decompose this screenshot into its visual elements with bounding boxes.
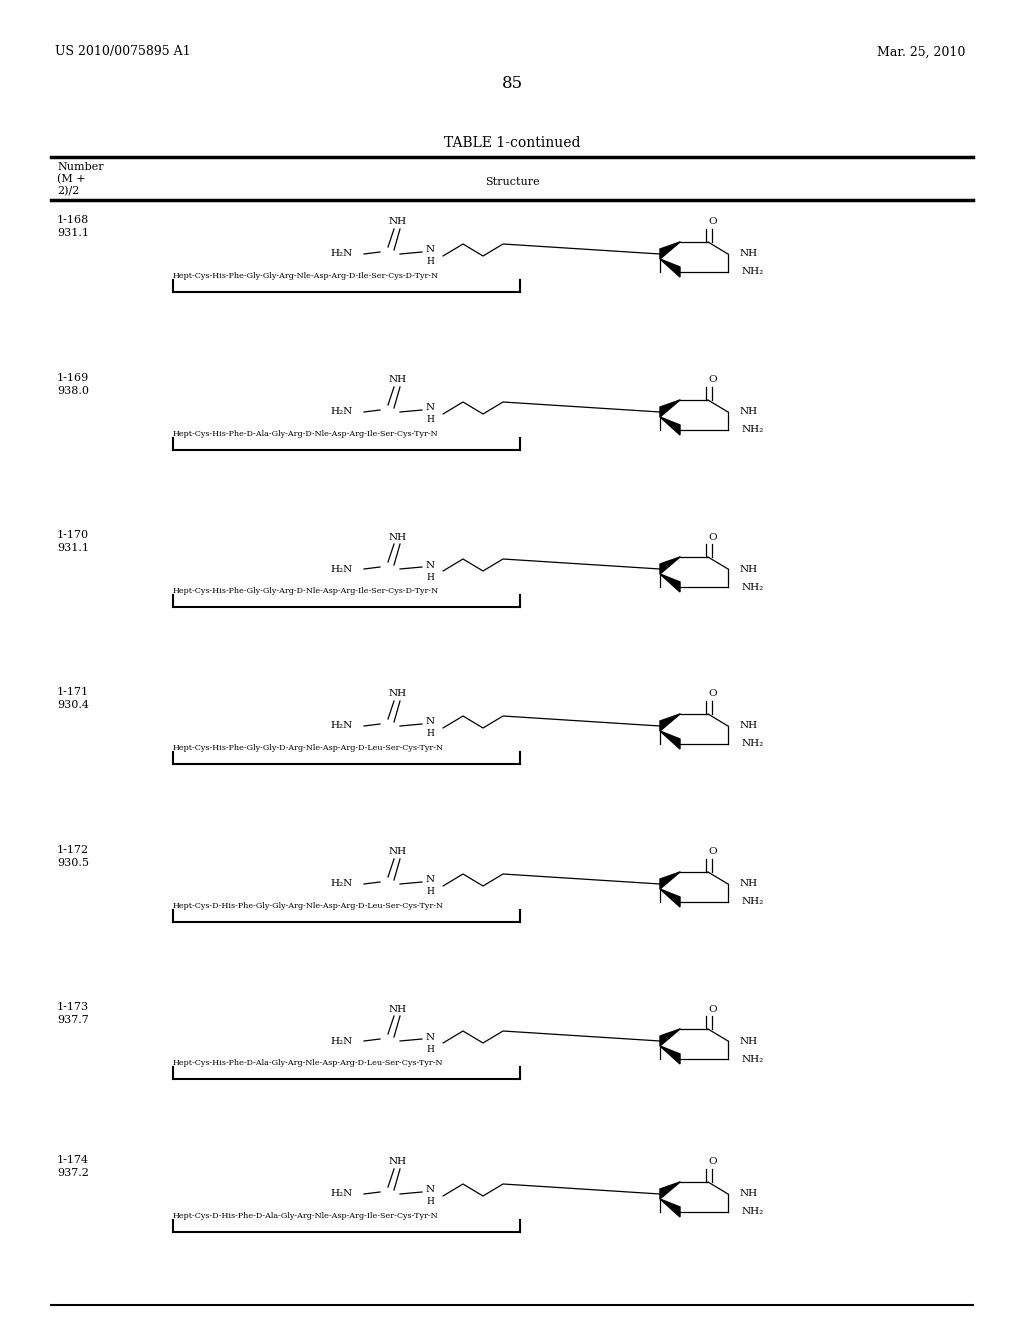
Text: NH: NH (740, 1036, 758, 1045)
Text: O: O (709, 847, 718, 857)
Text: 937.2: 937.2 (57, 1168, 89, 1177)
Text: NH₂: NH₂ (742, 1208, 764, 1217)
Text: NH: NH (740, 249, 758, 259)
Text: H: H (426, 416, 434, 425)
Text: 1-169: 1-169 (57, 374, 89, 383)
Text: H₂N: H₂N (331, 1036, 353, 1045)
Polygon shape (660, 1045, 680, 1064)
Text: Hept-Cys-His-Phe-Gly-Gly-D-Arg-Nle-Asp-Arg-D-Leu-Ser-Cys-Tyr-N: Hept-Cys-His-Phe-Gly-Gly-D-Arg-Nle-Asp-A… (173, 744, 444, 752)
Text: NH: NH (740, 565, 758, 573)
Polygon shape (660, 888, 680, 907)
Text: O: O (709, 532, 718, 541)
Text: H: H (426, 257, 434, 267)
Text: O: O (709, 218, 718, 227)
Text: NH₂: NH₂ (742, 425, 764, 434)
Text: 930.5: 930.5 (57, 858, 89, 869)
Polygon shape (660, 731, 680, 748)
Text: Hept-Cys-D-His-Phe-D-Ala-Gly-Arg-Nle-Asp-Arg-Ile-Ser-Cys-Tyr-N: Hept-Cys-D-His-Phe-D-Ala-Gly-Arg-Nle-Asp… (173, 1212, 438, 1220)
Text: 931.1: 931.1 (57, 228, 89, 238)
Polygon shape (660, 417, 680, 436)
Text: 85: 85 (502, 74, 522, 91)
Text: 1-172: 1-172 (57, 845, 89, 855)
Polygon shape (660, 557, 680, 574)
Text: H: H (426, 887, 434, 896)
Polygon shape (660, 1181, 680, 1199)
Text: NH: NH (389, 689, 408, 698)
Text: Mar. 25, 2010: Mar. 25, 2010 (877, 45, 965, 58)
Text: NH₂: NH₂ (742, 739, 764, 748)
Polygon shape (660, 1199, 680, 1217)
Text: Hept-Cys-D-His-Phe-Gly-Gly-Arg-Nle-Asp-Arg-D-Leu-Ser-Cys-Tyr-N: Hept-Cys-D-His-Phe-Gly-Gly-Arg-Nle-Asp-A… (173, 902, 444, 909)
Text: O: O (709, 375, 718, 384)
Text: N: N (425, 1032, 434, 1041)
Text: NH: NH (740, 408, 758, 417)
Text: Hept-Cys-His-Phe-D-Ala-Gly-Arg-Nle-Asp-Arg-D-Leu-Ser-Cys-Tyr-N: Hept-Cys-His-Phe-D-Ala-Gly-Arg-Nle-Asp-A… (173, 1059, 443, 1067)
Text: 930.4: 930.4 (57, 700, 89, 710)
Text: 938.0: 938.0 (57, 385, 89, 396)
Text: O: O (709, 689, 718, 698)
Text: NH₂: NH₂ (742, 1055, 764, 1064)
Text: (M +: (M + (57, 174, 86, 185)
Text: 1-171: 1-171 (57, 686, 89, 697)
Text: H₂N: H₂N (331, 565, 353, 573)
Text: Number: Number (57, 162, 103, 172)
Text: N: N (425, 404, 434, 412)
Text: NH₂: NH₂ (742, 898, 764, 907)
Polygon shape (660, 242, 680, 259)
Polygon shape (660, 259, 680, 277)
Text: N: N (425, 875, 434, 884)
Text: O: O (709, 1158, 718, 1167)
Text: Hept-Cys-His-Phe-Gly-Gly-Arg-Nle-Asp-Arg-D-Ile-Ser-Cys-D-Tyr-N: Hept-Cys-His-Phe-Gly-Gly-Arg-Nle-Asp-Arg… (173, 272, 439, 280)
Text: NH: NH (740, 879, 758, 888)
Text: Hept-Cys-His-Phe-Gly-Gly-Arg-D-Nle-Asp-Arg-Ile-Ser-Cys-D-Tyr-N: Hept-Cys-His-Phe-Gly-Gly-Arg-D-Nle-Asp-A… (173, 587, 439, 595)
Text: NH: NH (740, 1189, 758, 1199)
Text: 931.1: 931.1 (57, 543, 89, 553)
Text: H₂N: H₂N (331, 1189, 353, 1199)
Polygon shape (660, 400, 680, 417)
Text: N: N (425, 561, 434, 569)
Text: H₂N: H₂N (331, 249, 353, 259)
Text: US 2010/0075895 A1: US 2010/0075895 A1 (55, 45, 190, 58)
Text: N: N (425, 1185, 434, 1195)
Text: H: H (426, 1044, 434, 1053)
Text: H: H (426, 573, 434, 582)
Text: Hept-Cys-His-Phe-D-Ala-Gly-Arg-D-Nle-Asp-Arg-Ile-Ser-Cys-Tyr-N: Hept-Cys-His-Phe-D-Ala-Gly-Arg-D-Nle-Asp… (173, 430, 438, 438)
Text: H: H (426, 1197, 434, 1206)
Text: 2)/2: 2)/2 (57, 186, 80, 197)
Text: 937.7: 937.7 (57, 1015, 89, 1026)
Text: 1-170: 1-170 (57, 531, 89, 540)
Text: N: N (425, 246, 434, 255)
Polygon shape (660, 714, 680, 731)
Text: NH: NH (389, 1005, 408, 1014)
Polygon shape (660, 574, 680, 591)
Text: 1-168: 1-168 (57, 215, 89, 224)
Text: 1-174: 1-174 (57, 1155, 89, 1166)
Text: NH: NH (389, 847, 408, 857)
Text: H₂N: H₂N (331, 879, 353, 888)
Text: NH: NH (389, 532, 408, 541)
Text: NH: NH (389, 218, 408, 227)
Text: NH₂: NH₂ (742, 268, 764, 276)
Text: N: N (425, 718, 434, 726)
Polygon shape (660, 873, 680, 888)
Text: TABLE 1-continued: TABLE 1-continued (443, 136, 581, 150)
Text: NH: NH (740, 722, 758, 730)
Text: NH₂: NH₂ (742, 582, 764, 591)
Text: H: H (426, 730, 434, 738)
Text: NH: NH (389, 1158, 408, 1167)
Text: H₂N: H₂N (331, 722, 353, 730)
Text: O: O (709, 1005, 718, 1014)
Polygon shape (660, 1030, 680, 1045)
Text: Structure: Structure (484, 177, 540, 187)
Text: NH: NH (389, 375, 408, 384)
Text: 1-173: 1-173 (57, 1002, 89, 1012)
Text: H₂N: H₂N (331, 408, 353, 417)
